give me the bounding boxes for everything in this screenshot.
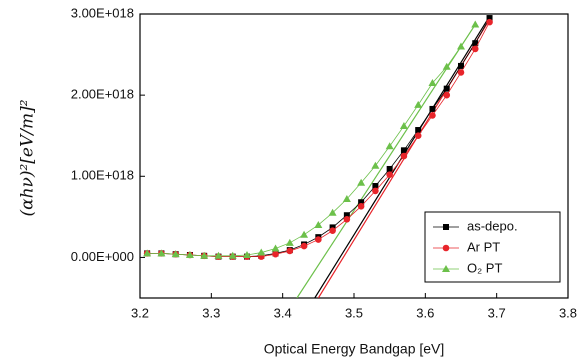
marker-triangle	[157, 249, 166, 257]
plot-area	[143, 15, 493, 298]
marker-circle	[386, 171, 393, 178]
marker-circle	[315, 236, 322, 243]
legend-label: O₂ PT	[467, 260, 502, 275]
legend-label: Ar PT	[467, 239, 500, 254]
marker-square	[429, 105, 436, 112]
x-tick-label: 3.7	[488, 305, 506, 320]
marker-triangle	[328, 208, 337, 216]
x-axis-label: Optical Energy Bandgap [eV]	[264, 341, 445, 357]
y-tick-label: 0.00E+000	[71, 249, 134, 264]
marker-triangle	[442, 62, 451, 70]
marker-triangle	[228, 251, 237, 259]
marker-square	[372, 183, 379, 190]
marker-circle	[357, 203, 365, 210]
legend-label: as-depo.	[467, 218, 518, 233]
marker-square	[358, 199, 365, 206]
marker-triangle	[285, 238, 294, 246]
marker-circle	[471, 45, 479, 53]
y-tick-label: 2.00E+018	[71, 87, 134, 102]
marker-square	[443, 85, 450, 92]
marker-circle	[343, 215, 351, 223]
marker-triangle	[371, 161, 380, 169]
marker-square	[400, 147, 407, 154]
marker-triangle	[257, 248, 266, 256]
series-line	[147, 24, 476, 257]
x-tick-label: 3.3	[202, 305, 220, 320]
x-tick-label: 3.5	[345, 305, 363, 320]
marker-triangle	[457, 42, 465, 50]
marker-circle	[457, 69, 465, 76]
x-tick-label: 3.2	[131, 305, 149, 320]
marker-triangle	[200, 251, 209, 259]
marker-square	[415, 127, 422, 134]
marker-triangle	[385, 142, 394, 150]
marker-triangle	[399, 121, 408, 129]
legend-marker	[443, 224, 449, 230]
marker-square	[458, 62, 464, 69]
y-tick-label: 1.00E+018	[71, 168, 134, 183]
marker-square	[343, 212, 350, 219]
marker-circle	[414, 132, 422, 140]
x-tick-label: 3.8	[559, 305, 577, 320]
marker-square	[486, 15, 493, 22]
x-tick-label: 3.4	[274, 305, 292, 320]
x-tick-label: 3.6	[416, 305, 434, 320]
marker-triangle	[214, 251, 223, 259]
legend-marker	[442, 244, 450, 252]
marker-circle	[300, 242, 308, 250]
marker-circle	[486, 18, 493, 26]
marker-circle	[329, 227, 336, 234]
marker-triangle	[314, 220, 323, 228]
marker-triangle	[143, 249, 152, 257]
y-axis-label: (αhν)²[eV/m]²	[18, 99, 38, 216]
y-tick-label: 3.00E+018	[71, 5, 134, 20]
marker-triangle	[428, 78, 437, 86]
marker-circle	[429, 112, 436, 119]
marker-triangle	[471, 20, 480, 28]
marker-circle	[400, 152, 408, 160]
marker-square	[472, 40, 479, 47]
marker-triangle	[342, 195, 351, 203]
marker-triangle	[171, 250, 180, 258]
marker-circle	[286, 247, 294, 255]
marker-triangle	[300, 230, 309, 238]
marker-circle	[372, 187, 379, 195]
marker-triangle	[271, 244, 280, 252]
marker-circle	[443, 91, 451, 99]
legend-marker	[442, 265, 450, 272]
marker-square	[386, 165, 393, 172]
marker-triangle	[357, 178, 366, 186]
marker-triangle	[414, 100, 423, 108]
marker-triangle	[243, 250, 251, 258]
marker-circle	[272, 250, 279, 258]
fit-line	[296, 24, 476, 298]
marker-triangle	[185, 250, 194, 258]
